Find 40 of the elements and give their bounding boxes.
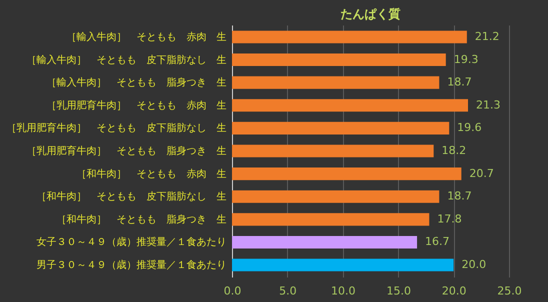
- bar: [232, 30, 467, 44]
- y-tick-label: ［和牛肉］ そともも 赤肉 生: [76, 168, 226, 180]
- data-label: 18.2: [442, 144, 466, 157]
- data-label: 19.3: [454, 52, 478, 66]
- bar: [232, 258, 454, 272]
- bar: [232, 54, 446, 66]
- bar: [232, 236, 418, 248]
- y-tick-label: ［和牛肉］ そともも 脂身つき 生: [56, 213, 226, 226]
- bar: [232, 168, 462, 180]
- data-label: 19.6: [457, 121, 482, 134]
- y-tick-label: ［輸入牛肉］ そともも 脂身つき 生: [46, 76, 226, 89]
- bar: [232, 190, 440, 203]
- y-tick-label: 男子３０～４９（歳）推奨量／１食あたり: [36, 259, 226, 272]
- data-label: 18.7: [447, 76, 472, 89]
- y-tick-label: ［輸入牛肉］ そともも 赤肉 生: [66, 30, 226, 43]
- bar: [232, 213, 430, 226]
- data-label: 21.2: [474, 30, 500, 43]
- bar: [232, 76, 440, 89]
- y-tick-label: ［和牛肉］ そともも 皮下脂肪なし 生: [36, 190, 226, 203]
- bar: [232, 99, 468, 112]
- x-tick-label: 15.0: [386, 284, 411, 298]
- data-label: 17.8: [437, 212, 462, 226]
- data-label: 16.7: [425, 235, 450, 248]
- x-tick-label: 10.0: [331, 284, 356, 298]
- x-tick-label: 0.0: [224, 284, 242, 298]
- x-tick-label: 5.0: [279, 284, 297, 298]
- y-tick-label: ［輸入牛肉］ そともも 皮下脂肪なし 生: [26, 54, 226, 66]
- data-label: 21.3: [476, 98, 501, 112]
- chart-title: たんぱく質: [340, 7, 400, 21]
- data-label: 20.0: [462, 258, 486, 272]
- y-tick-label: ［乳用肥育牛肉］ そともも 皮下脂肪なし 生: [6, 122, 226, 134]
- bar: [232, 122, 450, 134]
- y-tick-label: ［乳用肥育牛肉］ そともも 赤肉 生: [46, 99, 226, 112]
- y-tick-label: 女子３０～４９（歳）推奨量／１食あたり: [36, 236, 226, 248]
- x-tick-label: 20.0: [442, 284, 466, 298]
- data-label: 18.7: [447, 190, 472, 203]
- y-tick-label: ［乳用肥育牛肉］ そともも 脂身つき 生: [26, 145, 226, 157]
- x-tick-label: 25.0: [497, 284, 522, 298]
- bar: [232, 144, 434, 158]
- data-label: 20.7: [469, 166, 494, 180]
